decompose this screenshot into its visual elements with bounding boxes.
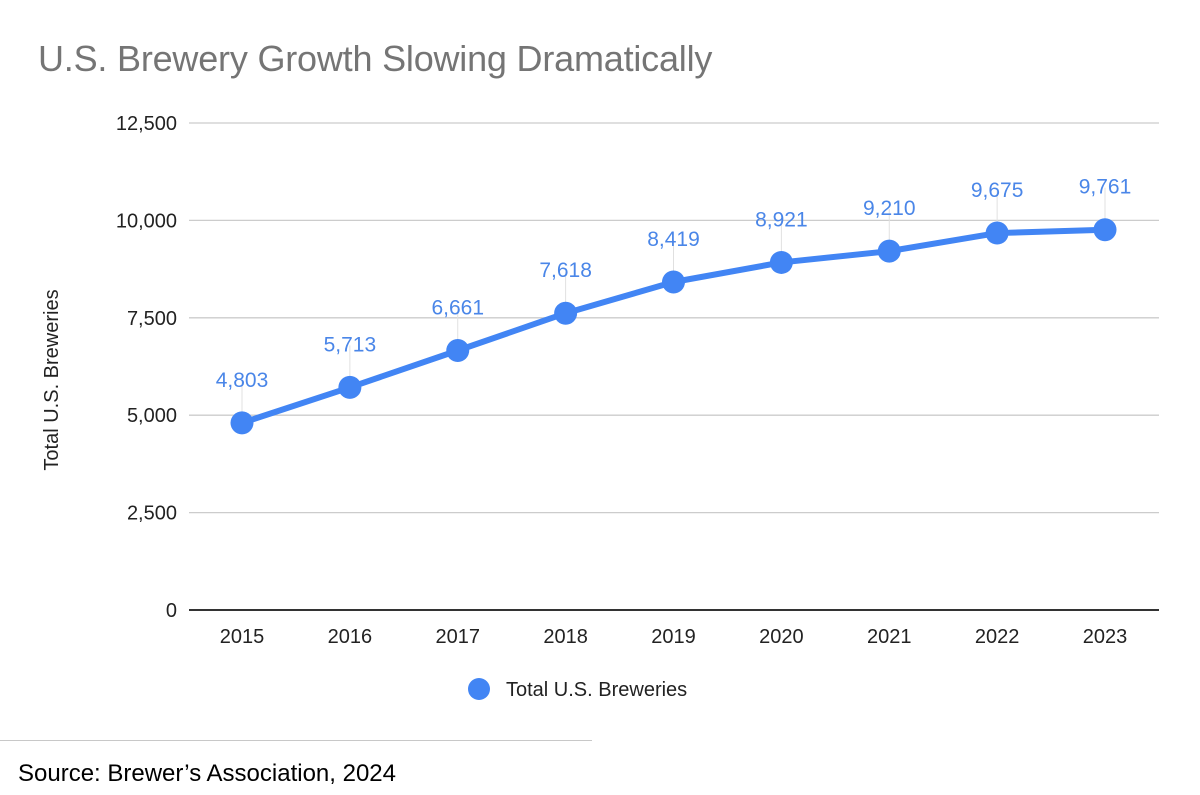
data-label: 7,618 xyxy=(539,259,592,282)
y-tick-label: 7,500 xyxy=(127,308,177,330)
y-axis-ticks: 0 2,500 5,000 7,500 10,000 12,500 xyxy=(116,113,177,622)
x-tick-label: 2019 xyxy=(651,626,696,648)
x-tick-label: 2016 xyxy=(328,626,373,648)
y-tick-label: 5,000 xyxy=(127,405,177,427)
data-label: 4,803 xyxy=(216,369,269,392)
x-tick-label: 2018 xyxy=(543,626,588,648)
gridlines xyxy=(189,122,1159,611)
data-point xyxy=(446,338,470,362)
data-point xyxy=(877,239,901,263)
y-axis-title: Total U.S. Breweries xyxy=(41,289,63,470)
y-tick-label: 12,500 xyxy=(116,113,177,135)
data-label: 8,921 xyxy=(755,208,808,231)
x-tick-label: 2020 xyxy=(759,626,804,648)
x-tick-label: 2021 xyxy=(867,626,912,648)
y-tick-label: 10,000 xyxy=(116,210,177,232)
data-label: 9,761 xyxy=(1079,176,1132,199)
legend-label: Total U.S. Breweries xyxy=(506,679,687,701)
legend-marker xyxy=(468,678,490,700)
data-point xyxy=(985,221,1009,245)
data-label: 8,419 xyxy=(647,228,700,251)
y-tick-label: 0 xyxy=(166,600,177,622)
x-tick-label: 2015 xyxy=(220,626,265,648)
legend[interactable]: Total U.S. Breweries xyxy=(468,678,687,701)
data-label: 9,675 xyxy=(971,179,1024,202)
x-tick-label: 2017 xyxy=(436,626,481,648)
y-tick-label: 2,500 xyxy=(127,503,177,525)
data-point xyxy=(338,375,362,399)
data-label: 5,713 xyxy=(324,333,377,356)
data-point xyxy=(1093,218,1117,242)
data-point xyxy=(769,250,793,274)
series-total-us-breweries xyxy=(230,218,1117,435)
data-labels: 4,803 5,713 6,661 7,618 8,419 8,921 9,210 9,675… xyxy=(216,176,1132,392)
data-point xyxy=(230,411,254,435)
source-divider xyxy=(0,740,592,741)
data-point xyxy=(662,270,685,294)
chart-title: U.S. Brewery Growth Slowing Dramatically xyxy=(38,38,713,79)
source-note: Source: Brewer’s Association, 2024 xyxy=(18,760,396,787)
data-label-leaders xyxy=(241,187,1106,415)
x-tick-label: 2023 xyxy=(1083,626,1128,648)
data-point xyxy=(554,301,578,325)
x-tick-label: 2022 xyxy=(975,626,1020,648)
x-axis-ticks: 2015 2016 2017 2018 2019 2020 2021 2022 2023 xyxy=(220,626,1128,648)
data-label: 9,210 xyxy=(863,197,916,220)
data-label: 6,661 xyxy=(431,296,484,319)
